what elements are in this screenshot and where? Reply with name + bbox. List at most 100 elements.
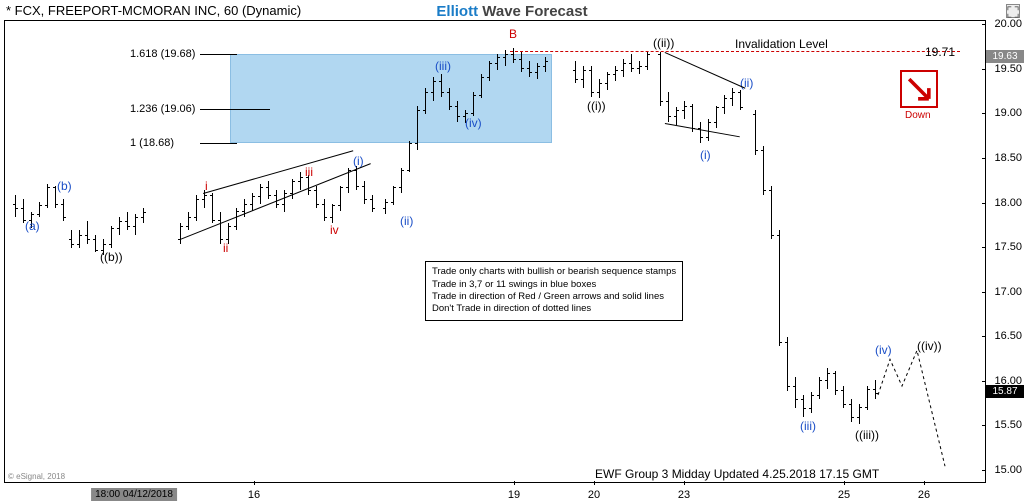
ohlc-bar xyxy=(433,77,434,101)
ohlc-bar xyxy=(639,61,640,74)
ohlc-bar xyxy=(385,199,386,214)
ohlc-bar xyxy=(324,199,325,221)
xtick-label: 26 xyxy=(918,489,930,501)
ytick-label: 16.50 xyxy=(994,330,1022,342)
ytick-mark xyxy=(982,158,986,159)
price-badge: 19.63 xyxy=(986,50,1024,63)
trend-line xyxy=(665,52,745,89)
ohlc-bar xyxy=(71,230,72,248)
ohlc-bar xyxy=(684,101,685,119)
ohlc-bar xyxy=(316,186,317,208)
fib-label: 1.618 (19.68) xyxy=(130,48,195,60)
ohlc-bar xyxy=(529,61,530,77)
ohlc-bar xyxy=(724,95,725,115)
chart-title: * FCX, FREEPORT-MCMORAN INC, 60 (Dynamic… xyxy=(6,3,301,18)
wave-label: ((b)) xyxy=(100,250,123,264)
xtick-label: 23 xyxy=(678,489,690,501)
ytick-mark xyxy=(982,292,986,293)
fib-line xyxy=(200,143,237,144)
ohlc-bar xyxy=(497,54,498,70)
ohlc-bar xyxy=(623,59,624,77)
ohlc-bar xyxy=(473,92,474,116)
ytick-label: 20.00 xyxy=(994,18,1022,30)
xtick-mark xyxy=(924,481,925,485)
ohlc-bar xyxy=(732,88,733,106)
trend-line xyxy=(203,150,353,194)
ohlc-bar xyxy=(521,52,522,72)
ohlc-bar xyxy=(787,337,788,390)
ohlc-bar xyxy=(119,217,120,235)
ohlc-bar xyxy=(505,50,506,65)
xtick-mark xyxy=(514,481,515,485)
copyright: © eSignal, 2018 xyxy=(8,472,65,481)
y-axis: 15.0015.5016.0016.5017.0017.5018.0018.50… xyxy=(986,20,1024,483)
wave-label: (ii) xyxy=(740,76,753,90)
ytick-label: 17.50 xyxy=(994,241,1022,253)
fib-line xyxy=(200,54,237,55)
ohlc-bar xyxy=(39,202,40,217)
ohlc-bar xyxy=(212,193,213,223)
ohlc-bar xyxy=(236,208,237,230)
ytick-mark xyxy=(982,203,986,204)
ohlc-bar xyxy=(851,399,852,421)
xtick-badge: 18:00 04/12/2018 xyxy=(91,488,177,501)
ohlc-bar xyxy=(716,106,717,128)
ohlc-bar xyxy=(668,92,669,121)
ytick-mark xyxy=(982,24,986,25)
ohlc-bar xyxy=(401,168,402,193)
wave-label: (iii) xyxy=(800,419,816,433)
ohlc-bar xyxy=(591,66,592,97)
wave-label: (ii) xyxy=(400,214,413,228)
fib-label: 1 (18.68) xyxy=(130,137,174,149)
ohlc-bar xyxy=(867,386,868,410)
ohlc-bar xyxy=(575,61,576,83)
ohlc-bar xyxy=(332,204,333,224)
fib-label: 1.236 (19.06) xyxy=(130,103,195,115)
ohlc-bar xyxy=(55,186,56,208)
ohlc-bar xyxy=(79,230,80,248)
ohlc-bar xyxy=(537,63,538,79)
ytick-label: 15.00 xyxy=(994,464,1022,476)
ytick-mark xyxy=(982,470,986,471)
ohlc-bar xyxy=(489,61,490,81)
xtick-mark xyxy=(594,481,595,485)
ohlc-bar xyxy=(835,371,836,395)
ohlc-bar xyxy=(771,186,772,239)
ohlc-bar xyxy=(803,395,804,417)
ytick-label: 19.00 xyxy=(994,107,1022,119)
ohlc-bar xyxy=(300,172,301,190)
wave-label: (iv) xyxy=(465,116,482,130)
ohlc-bar xyxy=(599,79,600,99)
ohlc-bar xyxy=(795,377,796,408)
ohlc-bar xyxy=(819,377,820,399)
expand-icon[interactable] xyxy=(1006,4,1020,18)
plot-area[interactable]: 1.618 (19.68) 1.236 (19.06) 1 (18.68) Inval… xyxy=(4,20,986,483)
down-label: Down xyxy=(905,110,931,121)
ohlc-bar xyxy=(180,223,181,243)
invalidation-line xyxy=(510,51,960,52)
down-arrow-icon xyxy=(900,70,938,108)
ohlc-bar xyxy=(615,66,616,81)
wave-label: (a) xyxy=(25,219,40,233)
ohlc-bar xyxy=(545,57,546,72)
wave-label: (i) xyxy=(700,148,711,162)
wave-label: (b) xyxy=(57,179,72,193)
xtick-mark xyxy=(254,481,255,485)
wave-label: B xyxy=(509,27,517,41)
logo: Elliott Wave Forecast xyxy=(436,3,587,20)
ohlc-bar xyxy=(755,110,756,155)
ohlc-bar xyxy=(449,88,450,110)
footer-text: EWF Group 3 Midday Updated 4.25.2018 17.… xyxy=(595,467,879,481)
ohlc-bar xyxy=(284,190,285,212)
ohlc-bar xyxy=(763,146,764,195)
ohlc-bar xyxy=(15,195,16,217)
ohlc-bar xyxy=(252,193,253,211)
ohlc-bar xyxy=(740,90,741,110)
invalidation-label: Invalidation Level xyxy=(735,37,828,51)
ohlc-bar xyxy=(268,181,269,199)
ohlc-bar xyxy=(127,212,128,230)
wave-label: ii xyxy=(223,241,228,255)
ohlc-bar xyxy=(859,404,860,424)
ohlc-bar xyxy=(135,214,136,234)
ytick-label: 15.50 xyxy=(994,419,1022,431)
